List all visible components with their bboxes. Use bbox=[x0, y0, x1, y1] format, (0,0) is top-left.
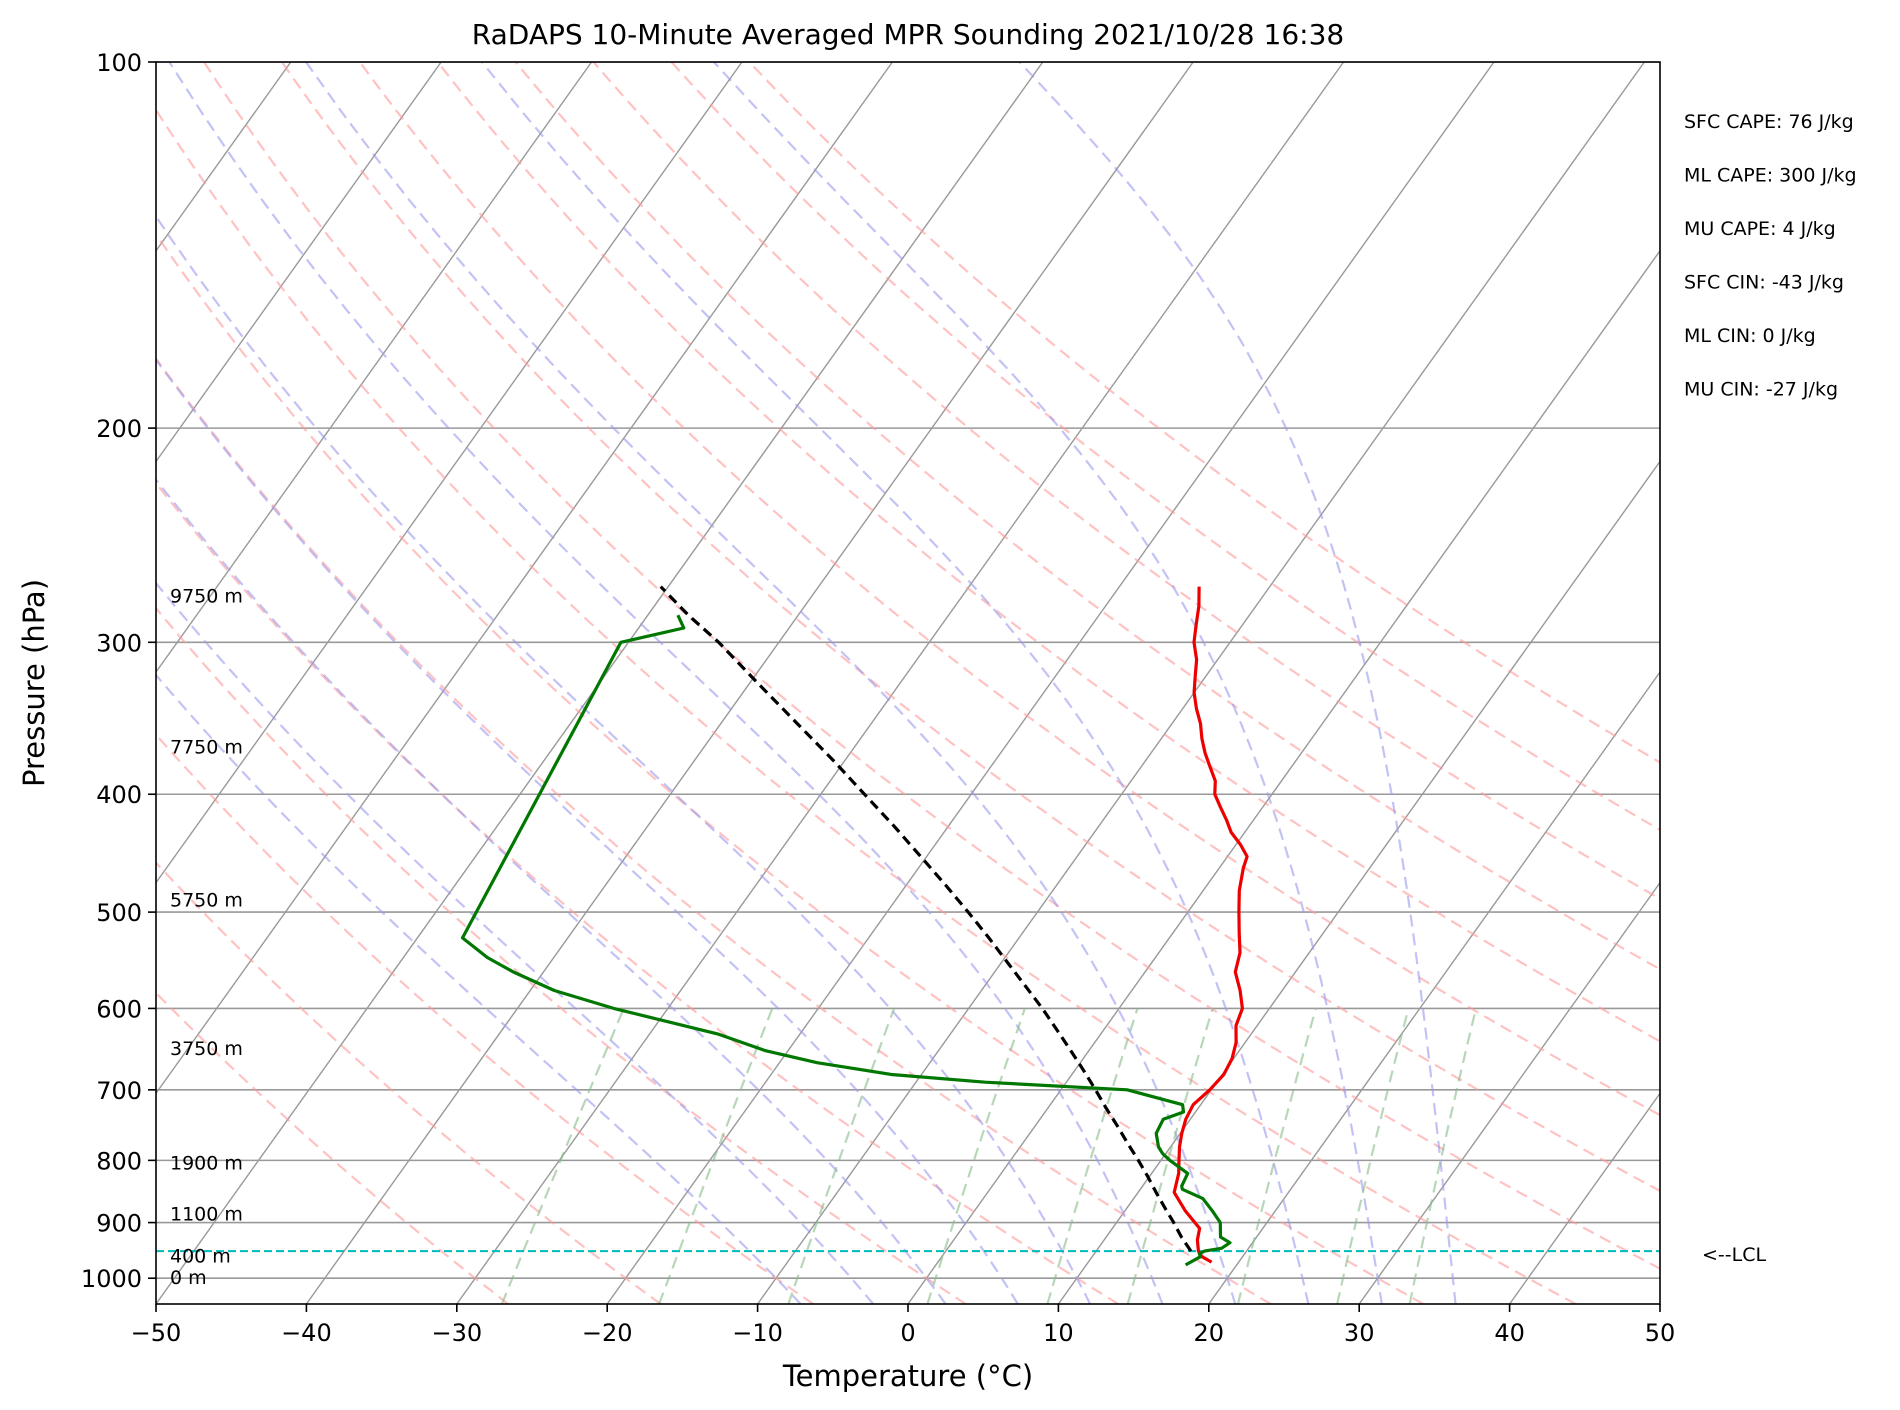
y-axis-label: Pressure (hPa) bbox=[17, 579, 51, 787]
lcl-label: <--LCL bbox=[1702, 1244, 1766, 1266]
dry-adiabat bbox=[0, 62, 813, 1304]
dry-adiabat bbox=[0, 62, 1271, 1304]
y-tick-label: 800 bbox=[96, 1147, 142, 1175]
moist-adiabat bbox=[169, 62, 1162, 1304]
chart-title: RaDAPS 10-Minute Averaged MPR Sounding 2… bbox=[472, 18, 1344, 51]
parcel-profile-line bbox=[661, 587, 1191, 1252]
dry-adiabat bbox=[48, 62, 1423, 1304]
x-tick-label: 10 bbox=[1043, 1319, 1074, 1347]
isotherm-line bbox=[1660, 62, 1900, 1304]
height-label: 3750 m bbox=[170, 1038, 243, 1060]
mixing-ratio-line bbox=[1410, 1008, 1476, 1304]
isotherm-line bbox=[1359, 62, 1900, 1304]
isotherm-line bbox=[908, 62, 1795, 1304]
dry-adiabat bbox=[0, 62, 966, 1304]
dry-adiabat bbox=[0, 62, 1118, 1304]
isotherm-line bbox=[1058, 62, 1900, 1304]
height-label: 9750 m bbox=[170, 585, 243, 607]
x-tick-label: −30 bbox=[431, 1319, 482, 1347]
y-tick-label: 1000 bbox=[81, 1265, 142, 1293]
annotations: 9750 m 7750 m 5750 m 3750 m 1900 m 1100 m 400 … bbox=[170, 111, 1857, 1289]
mixing-ratio-line bbox=[927, 1008, 1025, 1304]
mixing-ratio-line bbox=[1238, 1008, 1316, 1304]
x-axis-label: Temperature (°C) bbox=[782, 1359, 1033, 1393]
y-tick-label: 200 bbox=[96, 415, 142, 443]
x-tick-label: −40 bbox=[281, 1319, 332, 1347]
index-label: MU CAPE: 4 J/kg bbox=[1684, 218, 1836, 240]
index-label: ML CIN: 0 J/kg bbox=[1684, 325, 1816, 347]
moist-adiabat bbox=[714, 62, 1382, 1304]
plot-frame bbox=[156, 62, 1660, 1304]
dry-adiabat bbox=[594, 62, 1900, 1304]
y-tick-label: 500 bbox=[96, 899, 142, 927]
index-label: SFC CIN: -43 J/kg bbox=[1684, 272, 1844, 294]
moist-adiabat bbox=[0, 62, 801, 1304]
dry-adiabat bbox=[126, 62, 1576, 1304]
mixing-ratio-line bbox=[659, 1008, 772, 1304]
height-label: 400 m bbox=[170, 1246, 231, 1268]
y-tick-label: 300 bbox=[96, 629, 142, 657]
x-tick-label: −10 bbox=[732, 1319, 783, 1347]
y-tick-label: 900 bbox=[96, 1210, 142, 1238]
axes: −50 −40 −30 −20 −10 0 10 20 30 40 50 100 200 300 400 50… bbox=[81, 49, 1675, 1347]
dry-adiabat bbox=[749, 62, 1900, 1304]
data-lines bbox=[156, 587, 1660, 1265]
mixing-ratio-line bbox=[1337, 1008, 1408, 1304]
mixing-ratio-line bbox=[788, 1008, 894, 1304]
background-lines bbox=[0, 62, 1900, 1304]
y-tick-label: 100 bbox=[96, 49, 142, 77]
x-tick-label: −50 bbox=[131, 1319, 182, 1347]
dry-adiabat bbox=[0, 62, 508, 1304]
isotherm-line bbox=[607, 62, 1494, 1304]
height-label: 5750 m bbox=[170, 889, 243, 911]
y-tick-label: 700 bbox=[96, 1077, 142, 1105]
index-label: MU CIN: -27 J/kg bbox=[1684, 379, 1838, 401]
dry-adiabat bbox=[282, 62, 1881, 1304]
dry-adiabat bbox=[516, 62, 1900, 1304]
isotherm-line bbox=[0, 62, 742, 1304]
mixing-ratio-line bbox=[1047, 1008, 1137, 1304]
x-tick-label: 40 bbox=[1494, 1319, 1525, 1347]
x-tick-label: 20 bbox=[1194, 1319, 1225, 1347]
isotherm-line bbox=[1810, 62, 1900, 1304]
index-label: SFC CAPE: 76 J/kg bbox=[1684, 111, 1854, 133]
x-tick-label: 30 bbox=[1344, 1319, 1375, 1347]
dry-adiabat bbox=[360, 62, 1900, 1304]
height-label: 0 m bbox=[170, 1267, 207, 1289]
moist-adiabat bbox=[306, 62, 1235, 1304]
moist-adiabat bbox=[60, 62, 1090, 1304]
moist-adiabat bbox=[0, 62, 873, 1304]
dry-adiabat bbox=[204, 62, 1728, 1304]
index-label: ML CAPE: 300 J/kg bbox=[1684, 165, 1857, 187]
isotherm-line bbox=[1510, 62, 1900, 1304]
x-tick-label: 50 bbox=[1645, 1319, 1676, 1347]
isotherm-line bbox=[306, 62, 1193, 1304]
mixing-ratio-line bbox=[502, 1008, 624, 1304]
x-tick-label: −20 bbox=[582, 1319, 633, 1347]
height-label: 1900 m bbox=[170, 1153, 243, 1175]
isotherm-line bbox=[457, 62, 1344, 1304]
height-label: 7750 m bbox=[170, 736, 243, 758]
height-label: 1100 m bbox=[170, 1203, 243, 1225]
y-tick-label: 600 bbox=[96, 995, 142, 1023]
x-tick-label: 0 bbox=[900, 1319, 915, 1347]
moist-adiabat bbox=[0, 62, 946, 1304]
y-tick-label: 400 bbox=[96, 781, 142, 809]
isotherm-line bbox=[0, 62, 592, 1304]
